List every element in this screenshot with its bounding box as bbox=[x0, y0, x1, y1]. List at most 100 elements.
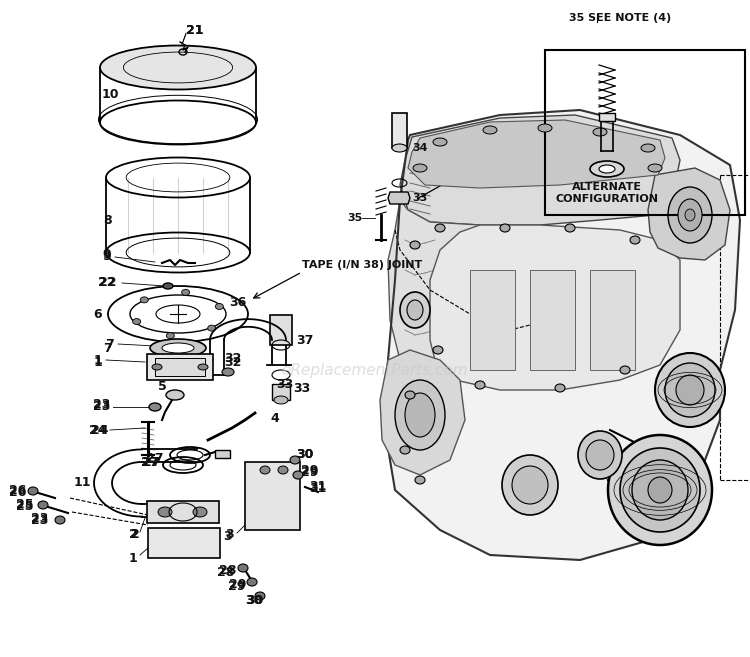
Ellipse shape bbox=[405, 391, 415, 399]
Ellipse shape bbox=[260, 466, 270, 474]
Ellipse shape bbox=[565, 224, 575, 232]
Text: 1: 1 bbox=[94, 353, 102, 367]
Text: 33: 33 bbox=[413, 193, 428, 203]
Text: eReplacementParts.com: eReplacementParts.com bbox=[282, 363, 468, 378]
Ellipse shape bbox=[555, 384, 565, 392]
Polygon shape bbox=[400, 115, 680, 225]
Text: 7: 7 bbox=[104, 342, 112, 355]
Ellipse shape bbox=[578, 431, 622, 479]
Ellipse shape bbox=[632, 460, 688, 520]
Text: 25: 25 bbox=[16, 499, 34, 512]
Polygon shape bbox=[388, 200, 480, 380]
Polygon shape bbox=[245, 462, 300, 530]
Ellipse shape bbox=[133, 319, 141, 325]
Text: 24: 24 bbox=[92, 424, 109, 436]
Text: 28: 28 bbox=[217, 566, 235, 579]
Ellipse shape bbox=[620, 448, 700, 532]
Text: TAPE (I/N 38) JOINT: TAPE (I/N 38) JOINT bbox=[302, 260, 422, 270]
Ellipse shape bbox=[415, 476, 425, 484]
Ellipse shape bbox=[215, 304, 223, 309]
Ellipse shape bbox=[55, 516, 65, 524]
Ellipse shape bbox=[222, 368, 234, 376]
Bar bbox=[270, 315, 292, 345]
Ellipse shape bbox=[152, 364, 162, 370]
Text: 7: 7 bbox=[106, 338, 114, 350]
Text: 27: 27 bbox=[143, 455, 160, 468]
Ellipse shape bbox=[433, 346, 443, 354]
Text: 30: 30 bbox=[245, 593, 262, 606]
Text: 27: 27 bbox=[146, 451, 164, 464]
Ellipse shape bbox=[685, 209, 695, 221]
Ellipse shape bbox=[278, 466, 288, 474]
Bar bbox=[272, 384, 290, 400]
Ellipse shape bbox=[475, 381, 485, 389]
Ellipse shape bbox=[28, 487, 38, 495]
Bar bbox=[147, 354, 213, 380]
Ellipse shape bbox=[208, 325, 216, 331]
Ellipse shape bbox=[162, 343, 194, 353]
Text: 1: 1 bbox=[129, 551, 137, 564]
Ellipse shape bbox=[405, 393, 435, 437]
Ellipse shape bbox=[38, 501, 48, 509]
Text: 23: 23 bbox=[32, 512, 49, 524]
Ellipse shape bbox=[676, 375, 704, 405]
Ellipse shape bbox=[641, 144, 655, 152]
Text: 31: 31 bbox=[309, 480, 327, 493]
Ellipse shape bbox=[290, 456, 300, 464]
Ellipse shape bbox=[166, 390, 184, 400]
Ellipse shape bbox=[433, 138, 447, 146]
Text: 5: 5 bbox=[158, 380, 166, 394]
Text: 21: 21 bbox=[186, 24, 204, 37]
Text: 28: 28 bbox=[219, 564, 237, 576]
Ellipse shape bbox=[392, 144, 407, 152]
Ellipse shape bbox=[293, 471, 303, 479]
Ellipse shape bbox=[593, 128, 607, 136]
Bar bbox=[590, 270, 635, 370]
Ellipse shape bbox=[238, 564, 248, 572]
Text: 3: 3 bbox=[226, 528, 234, 541]
Polygon shape bbox=[380, 350, 465, 475]
Text: 31: 31 bbox=[309, 482, 327, 495]
Ellipse shape bbox=[166, 332, 174, 338]
Text: 29: 29 bbox=[302, 463, 319, 476]
Bar bbox=[215, 450, 230, 458]
Ellipse shape bbox=[630, 236, 640, 244]
Text: 8: 8 bbox=[104, 214, 112, 227]
Ellipse shape bbox=[648, 477, 672, 503]
Text: 35 SEE NOTE (4): 35 SEE NOTE (4) bbox=[568, 13, 671, 23]
Ellipse shape bbox=[407, 300, 423, 320]
Text: 24: 24 bbox=[89, 424, 106, 436]
Ellipse shape bbox=[500, 224, 510, 232]
Ellipse shape bbox=[586, 440, 614, 470]
Text: 34: 34 bbox=[413, 143, 428, 153]
Text: 35: 35 bbox=[347, 213, 363, 223]
Ellipse shape bbox=[648, 164, 662, 172]
Text: 2: 2 bbox=[130, 528, 140, 541]
Ellipse shape bbox=[502, 455, 558, 515]
Ellipse shape bbox=[400, 292, 430, 328]
Text: 22: 22 bbox=[99, 277, 117, 290]
Ellipse shape bbox=[182, 289, 190, 296]
Polygon shape bbox=[648, 168, 730, 260]
Text: 22: 22 bbox=[98, 277, 116, 290]
Ellipse shape bbox=[483, 126, 497, 134]
Ellipse shape bbox=[678, 199, 702, 231]
Text: 33: 33 bbox=[293, 382, 310, 394]
Ellipse shape bbox=[247, 578, 257, 586]
Text: 9: 9 bbox=[103, 250, 111, 263]
Text: 23: 23 bbox=[93, 399, 111, 411]
Text: 36: 36 bbox=[230, 296, 247, 309]
Ellipse shape bbox=[140, 297, 148, 303]
Ellipse shape bbox=[435, 224, 445, 232]
Ellipse shape bbox=[590, 161, 624, 177]
Ellipse shape bbox=[149, 403, 161, 411]
Ellipse shape bbox=[538, 124, 552, 132]
Ellipse shape bbox=[150, 339, 206, 357]
Text: 4: 4 bbox=[271, 411, 279, 424]
Polygon shape bbox=[388, 192, 410, 204]
Ellipse shape bbox=[198, 364, 208, 370]
Ellipse shape bbox=[193, 507, 207, 517]
Text: 23: 23 bbox=[32, 514, 49, 526]
Text: 30: 30 bbox=[296, 449, 314, 461]
Text: 2: 2 bbox=[129, 528, 137, 541]
